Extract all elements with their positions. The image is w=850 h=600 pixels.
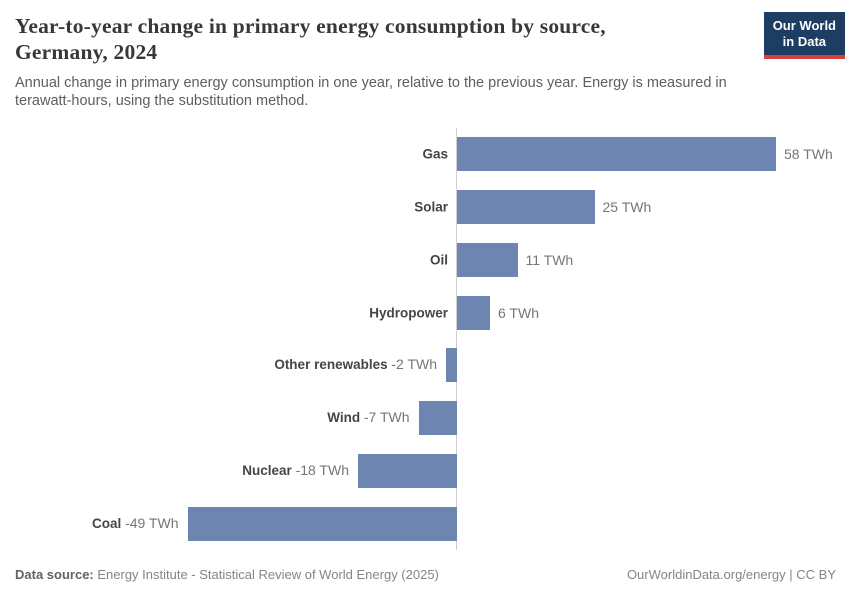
bar-oil[interactable] [457, 242, 518, 277]
owid-logo-line1: Our World [772, 18, 836, 33]
page-title-line2: Germany, 2024 [15, 40, 158, 64]
owid-link[interactable]: OurWorldinData.org/energy | CC BY [626, 567, 836, 582]
data-source-value: Energy Institute - Statistical Review of… [93, 567, 439, 582]
label-other-renewables: Other renewables -2 TWh [274, 356, 437, 374]
bar-hydropower[interactable] [457, 295, 490, 330]
bar-other-renewables[interactable] [446, 348, 457, 383]
value-label-wind: -7 TWh [363, 409, 410, 426]
category-label-other-renewables: Other renewables [274, 357, 392, 373]
owid-logo: Our World in Data [763, 12, 845, 59]
page-title-line1: Year-to-year change in primary energy co… [15, 14, 606, 38]
bar-nuclear[interactable] [358, 453, 457, 488]
zero-axis-line [456, 128, 457, 550]
category-label-coal: Coal [92, 515, 126, 531]
bar-wind[interactable] [418, 401, 457, 436]
page-title: Year-to-year change in primary energy co… [15, 13, 755, 65]
value-label-gas: 58 TWh [784, 146, 833, 163]
value-label-solar: 25 TWh [602, 199, 652, 216]
category-label-solar: Solar [414, 199, 448, 215]
label-nuclear: Nuclear -18 TWh [242, 462, 349, 480]
label-wind: Wind -7 TWh [327, 409, 409, 427]
bar-solar[interactable] [457, 190, 595, 225]
label-coal: Coal -49 TWh [92, 515, 178, 533]
bar-chart: Gas 58 TWh Solar 25 TWh Oil 11 TWh Hydropower 6… [0, 128, 850, 550]
owid-logo-line2: in Data [782, 34, 827, 49]
category-label-hydropower: Hydropower [369, 305, 448, 321]
bar-gas[interactable] [457, 137, 776, 172]
data-source-label: Data source: [15, 567, 94, 582]
bar-coal[interactable] [187, 506, 457, 541]
category-label-gas: Gas [422, 146, 448, 162]
chart-subtitle: Annual change in primary energy consumpt… [15, 75, 727, 109]
category-label-oil: Oil [429, 252, 448, 268]
value-label-oil: 11 TWh [525, 251, 574, 268]
category-label-wind: Wind [327, 410, 364, 426]
value-label-hydropower: 6 TWh [498, 304, 539, 321]
value-label-nuclear: -18 TWh [295, 461, 349, 478]
value-label-coal: -49 TWh [125, 514, 179, 531]
category-label-nuclear: Nuclear [242, 462, 296, 478]
value-label-other-renewables: -2 TWh [391, 356, 437, 373]
data-source-note: Data source: Energy Institute - Statisti… [15, 567, 439, 582]
